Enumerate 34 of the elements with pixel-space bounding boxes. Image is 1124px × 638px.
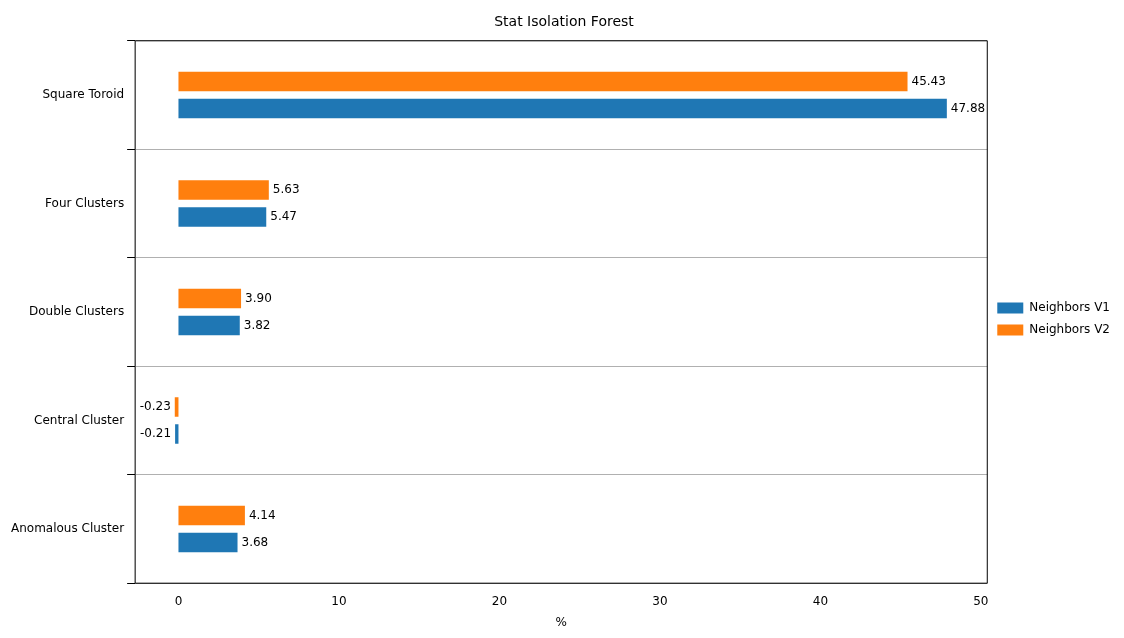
bar [178, 288, 242, 309]
data-label: 45.43 [911, 73, 946, 88]
bar [175, 424, 179, 444]
x-tick-label: 10 [331, 593, 347, 608]
data-label: 5.47 [270, 209, 297, 224]
chart-title: Stat Isolation Forest [494, 13, 635, 30]
y-tick-label: Anomalous Cluster [11, 521, 125, 536]
x-tick-label: 0 [174, 593, 183, 608]
bar [178, 532, 238, 553]
x-tick-label: 30 [652, 593, 668, 608]
y-tick-label: Four Clusters [45, 195, 125, 210]
bar [178, 98, 947, 119]
data-label: 3.68 [241, 534, 269, 549]
data-label: 5.63 [272, 182, 300, 197]
bar [178, 315, 240, 336]
y-tick-label: Double Clusters [28, 304, 125, 319]
bar [178, 505, 245, 526]
x-tick-label: 20 [491, 593, 508, 608]
data-label: 3.82 [243, 317, 271, 332]
legend-label: Neighbors V1 [1029, 300, 1110, 315]
x-tick-label: 50 [973, 593, 989, 608]
bar [178, 71, 908, 92]
data-label: 4.14 [248, 507, 276, 522]
x-axis-title: % [555, 614, 567, 629]
data-label: 3.90 [245, 290, 272, 305]
bar [178, 207, 267, 227]
data-label: -0.23 [139, 399, 171, 414]
data-label: 47.88 [950, 100, 986, 115]
data-label: -0.21 [140, 426, 172, 441]
bar [178, 180, 269, 200]
y-tick-label: Square Toroid [42, 87, 125, 102]
legend-label: Neighbors V2 [1029, 322, 1110, 337]
y-tick-label: Central Cluster [34, 412, 125, 427]
x-tick-label: 40 [812, 593, 829, 608]
